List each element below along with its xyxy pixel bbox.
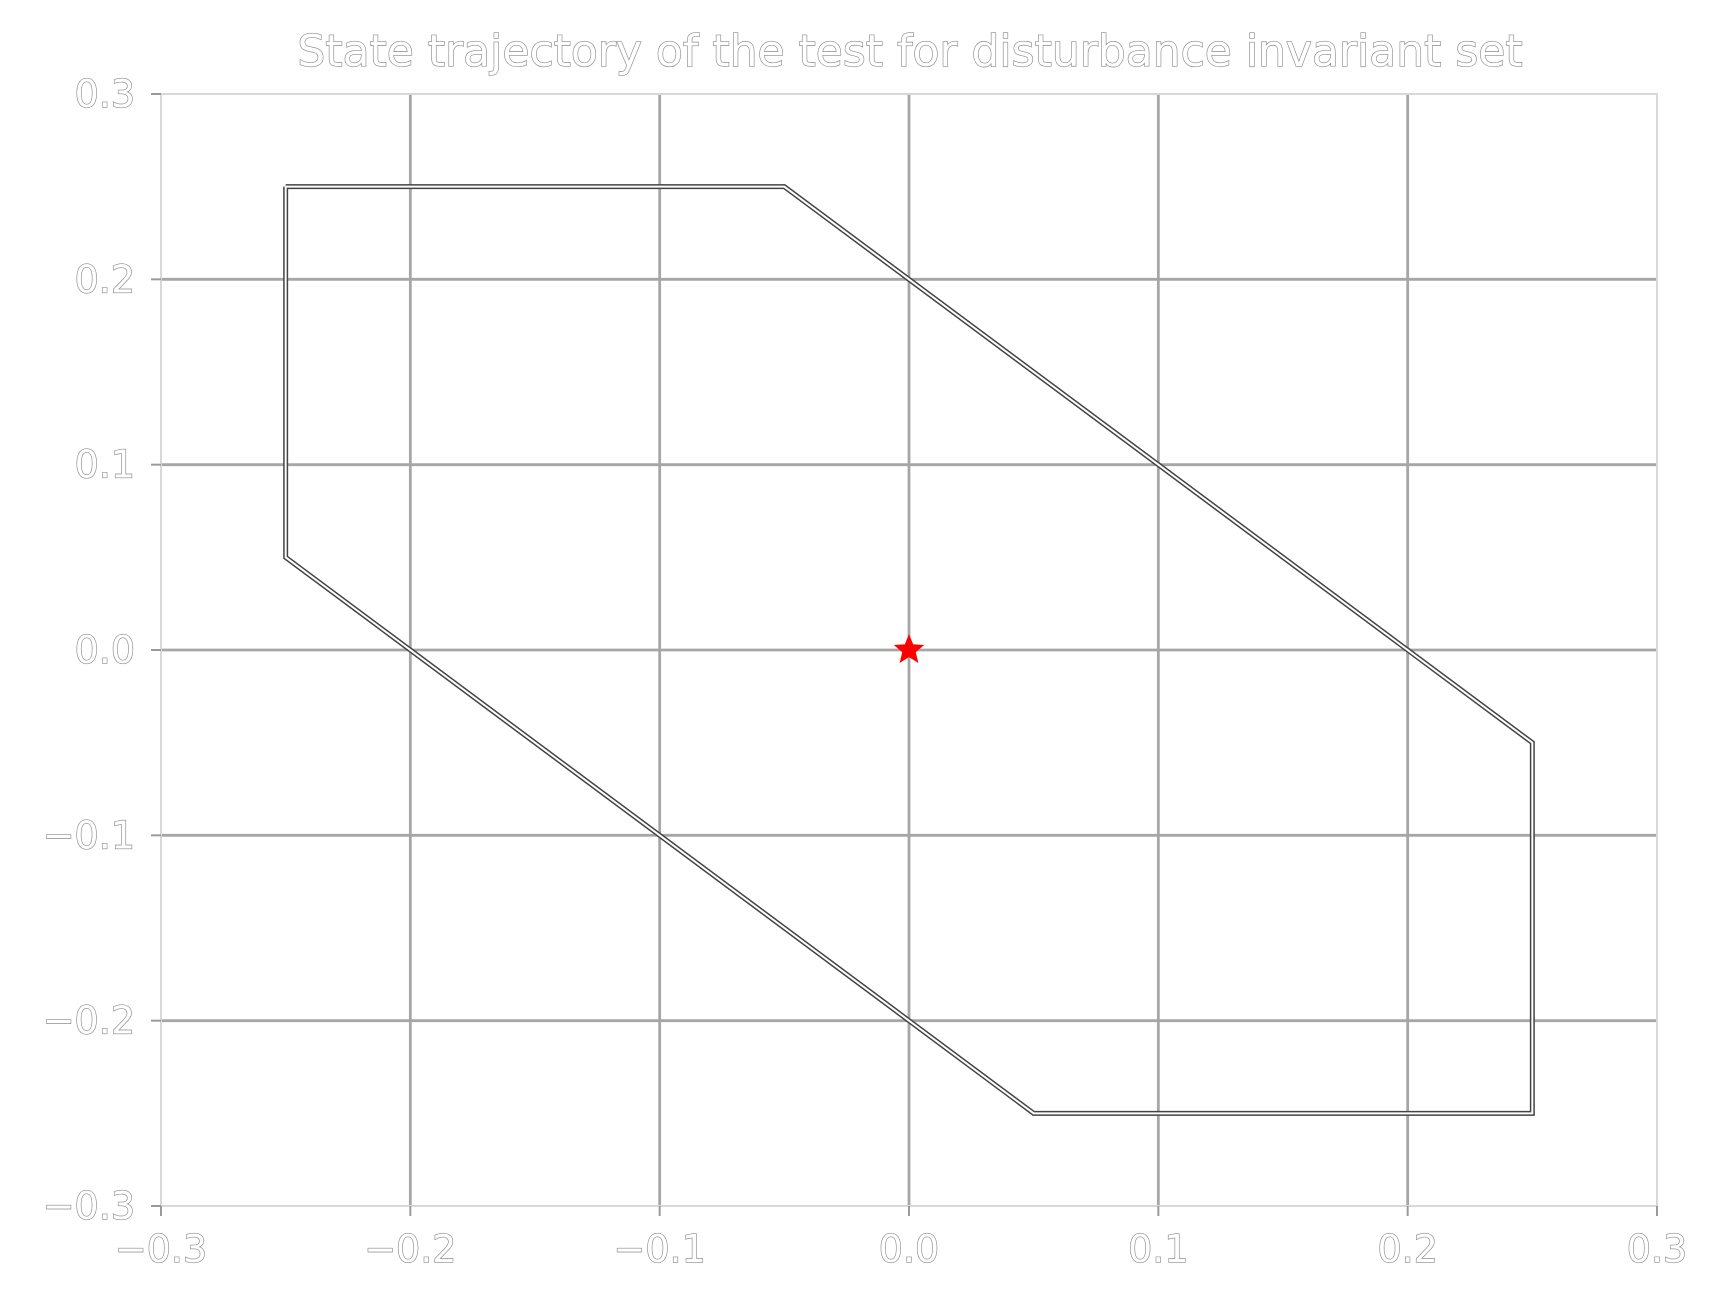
x-tick-label: −0.1 xyxy=(614,1227,706,1271)
x-tick-label: −0.3 xyxy=(115,1227,207,1271)
trajectory-polygon-inner xyxy=(284,185,1534,1115)
series-layer xyxy=(283,184,1535,1116)
y-tick-label: −0.1 xyxy=(43,813,135,857)
y-tick-label: 0.0 xyxy=(75,628,135,672)
x-tick-label: 0.0 xyxy=(879,1227,939,1271)
x-tick-label: −0.2 xyxy=(364,1227,456,1271)
x-tick-label: 0.1 xyxy=(1128,1227,1188,1271)
y-tick-label: −0.2 xyxy=(43,999,135,1043)
origin-star-marker xyxy=(893,634,925,663)
chart-title: State trajectory of the test for disturb… xyxy=(297,26,1522,77)
y-tick-label: 0.1 xyxy=(75,443,135,487)
y-tick-label: 0.2 xyxy=(75,257,135,301)
x-tick-label: 0.2 xyxy=(1377,1227,1437,1271)
x-tick-label: 0.3 xyxy=(1627,1227,1687,1271)
axis-ticks: −0.3 −0.2 −0.1 0.0 0.1 0.2 0.3 −0.3 −0.2 −0.1 0.0 0… xyxy=(42,71,1688,1271)
y-tick-label: 0.3 xyxy=(75,72,135,116)
y-tick-label: −0.3 xyxy=(43,1184,135,1228)
